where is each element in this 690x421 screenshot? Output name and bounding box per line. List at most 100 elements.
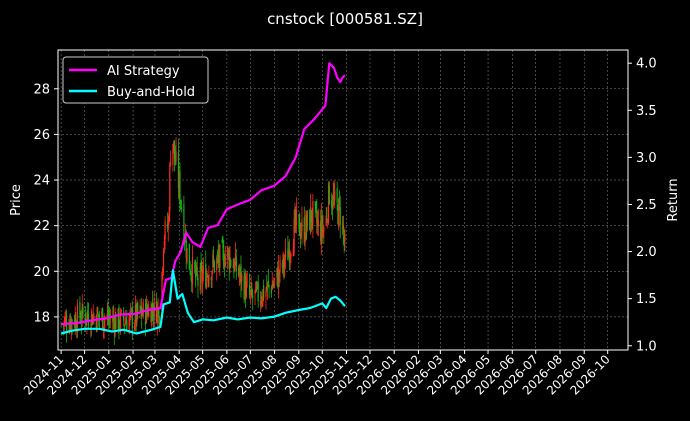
candle-body	[331, 200, 333, 208]
candle-body	[167, 222, 169, 230]
candle-body	[173, 140, 176, 160]
candle-body	[331, 203, 334, 210]
candle-body	[277, 267, 280, 287]
legend-box	[62, 56, 209, 104]
candle-body	[266, 286, 268, 291]
candle-body	[342, 222, 344, 230]
candle-body	[123, 312, 125, 321]
candle-body	[180, 207, 183, 210]
candle-body	[300, 233, 302, 235]
candle-body	[81, 303, 83, 320]
candle-body	[158, 308, 160, 324]
candle-body	[234, 253, 237, 266]
candle-body	[146, 305, 148, 312]
candle-body	[151, 304, 153, 326]
candle-body	[119, 312, 122, 330]
candle-body	[245, 277, 247, 299]
candle-body	[123, 324, 126, 326]
candle-body	[255, 282, 257, 293]
candle-body	[245, 282, 248, 297]
series-line-ai-strategy	[61, 62, 346, 326]
candle-body	[262, 289, 264, 305]
candle-body	[120, 310, 122, 312]
candle-body	[169, 164, 171, 211]
candle-body	[287, 249, 289, 261]
candle-body	[191, 257, 194, 285]
candle-body	[156, 305, 158, 324]
candle-body	[162, 267, 164, 276]
candle-body	[175, 151, 177, 162]
candle-body	[320, 220, 322, 241]
candle-body	[208, 274, 210, 285]
candle-body	[268, 285, 270, 287]
candle-body	[281, 262, 284, 268]
candle-body	[126, 320, 128, 330]
candle-body	[173, 140, 175, 146]
candle-body	[250, 286, 252, 294]
candle-body	[294, 213, 296, 221]
candle-body	[152, 302, 154, 310]
series-line-buy-and-hold	[60, 269, 346, 335]
candle-body	[284, 262, 286, 265]
candle-body	[125, 322, 127, 324]
candle-body	[194, 261, 196, 270]
candle-body	[128, 317, 130, 332]
candle-body	[270, 288, 273, 294]
candle-body	[265, 290, 267, 297]
candle-body	[311, 219, 313, 222]
candle-body	[257, 281, 259, 302]
candle-body	[66, 320, 68, 331]
candle-body	[163, 241, 165, 247]
candle-body	[344, 234, 346, 242]
candle-body	[252, 295, 254, 299]
candle-body	[289, 253, 291, 258]
candle-body	[243, 276, 245, 299]
candle-body	[306, 211, 309, 226]
candle-body	[195, 267, 197, 278]
candle-body	[64, 317, 66, 324]
candle-body	[174, 157, 176, 165]
candle-body	[185, 239, 187, 258]
candle-body	[87, 309, 89, 317]
candle-body	[202, 266, 205, 274]
candle-body	[101, 311, 103, 318]
candle-body	[260, 300, 262, 302]
candle-body	[141, 314, 144, 315]
candle-body	[112, 315, 114, 322]
y2-tick-label: 1.5	[636, 292, 657, 307]
candle-body	[233, 262, 235, 273]
candle-body	[63, 320, 65, 326]
candle-body	[188, 243, 190, 270]
candle-body	[306, 219, 308, 229]
candle-body	[179, 171, 181, 203]
candle-body	[168, 212, 170, 223]
y-tick-label: 28	[33, 82, 50, 97]
candle-body	[212, 258, 215, 261]
candle-body	[288, 249, 291, 262]
candle-body	[97, 311, 99, 314]
candle-body	[339, 206, 341, 226]
candle-body	[246, 281, 248, 283]
candle-body	[279, 260, 281, 273]
candle-body	[74, 315, 76, 327]
candle-body	[234, 261, 236, 270]
candle-body	[65, 317, 67, 321]
candle-body	[241, 274, 243, 281]
candle-body	[272, 283, 274, 287]
y2-tick-label: 3.5	[636, 104, 657, 119]
candle-body	[284, 249, 287, 259]
candle-body	[342, 225, 344, 233]
candle-body	[235, 256, 237, 272]
candle-body	[232, 266, 234, 268]
candle-body	[139, 305, 141, 313]
candle-body	[327, 182, 330, 223]
candle-body	[261, 301, 263, 304]
candle-body	[240, 263, 242, 285]
candle-body	[305, 214, 307, 241]
candle-body	[217, 252, 219, 259]
candle-body	[332, 194, 334, 206]
candle-body	[164, 221, 166, 240]
candle-body	[92, 314, 94, 323]
candle-body	[196, 267, 198, 276]
